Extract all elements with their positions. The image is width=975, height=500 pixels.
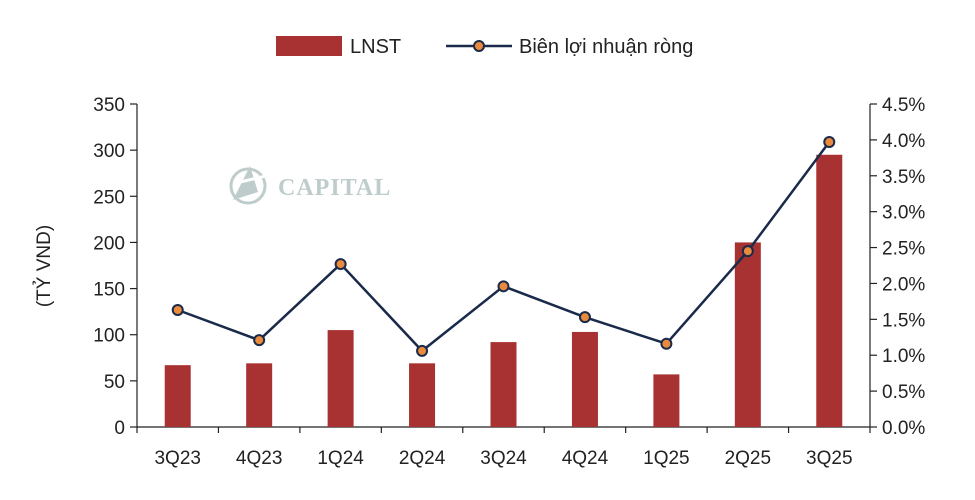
y-tick-label: 200 bbox=[93, 233, 125, 254]
y-tick-label: 100 bbox=[93, 326, 125, 347]
x-tick-label: 3Q25 bbox=[806, 448, 852, 469]
line-series bbox=[171, 136, 836, 357]
y2-tick-label: 0.5% bbox=[882, 382, 925, 403]
legend-swatch-lnst bbox=[276, 36, 342, 56]
net-margin-point bbox=[171, 304, 184, 317]
x-tick-label: 1Q25 bbox=[643, 448, 689, 469]
bar-lnst bbox=[653, 374, 680, 427]
net-margin-point bbox=[334, 258, 347, 271]
bar-lnst bbox=[409, 363, 436, 427]
bar-lnst bbox=[816, 154, 843, 427]
y2-tick-label: 1.5% bbox=[882, 310, 925, 331]
y-tick-label: 150 bbox=[93, 280, 125, 301]
y2-tick-label: 3.5% bbox=[882, 167, 925, 188]
y-tick-label: 300 bbox=[93, 141, 125, 162]
net-margin-point bbox=[497, 280, 510, 293]
x-tick-label: 2Q24 bbox=[399, 448, 446, 469]
net-margin-point bbox=[416, 344, 429, 357]
y2-tick-label: 2.5% bbox=[882, 239, 925, 260]
bar-series bbox=[164, 154, 843, 427]
y-tick-label: 50 bbox=[104, 372, 125, 393]
bar-lnst bbox=[327, 330, 354, 427]
net-margin-line bbox=[177, 141, 831, 353]
y2-axis-labels: 0.0% 0.5% 1.0% 1.5% 2.0% 2.5% 3.0% 3.5% 4.0% 4.5% bbox=[882, 95, 925, 439]
y2-tick-label: 3.0% bbox=[882, 203, 925, 224]
bar-lnst bbox=[571, 331, 598, 427]
y2-tick-label: 0.0% bbox=[882, 418, 925, 439]
y-tick-label: 0 bbox=[114, 418, 125, 439]
capital-logo-icon bbox=[229, 166, 267, 205]
legend-label-lnst: LNST bbox=[350, 36, 401, 58]
net-margin-point bbox=[741, 245, 754, 258]
capital-watermark: CAPITAL bbox=[229, 166, 391, 205]
x-tick-label: 4Q24 bbox=[562, 448, 609, 469]
legend-marker-net-margin bbox=[473, 40, 485, 52]
y-tick-label: 350 bbox=[93, 95, 125, 116]
watermark-text: CAPITAL bbox=[278, 175, 391, 201]
net-margin-point bbox=[253, 334, 266, 347]
bar-lnst bbox=[246, 363, 273, 427]
net-margin-point bbox=[578, 311, 591, 324]
bar-lnst bbox=[490, 342, 517, 427]
y-tick-label: 250 bbox=[93, 187, 125, 208]
legend: LNST Biên lợi nhuận ròng bbox=[276, 36, 693, 58]
y-axis-labels: 0 50 100 150 200 250 300 350 bbox=[93, 95, 125, 439]
y2-tick-label: 1.0% bbox=[882, 346, 925, 367]
legend-label-net-margin: Biên lợi nhuận ròng bbox=[519, 36, 693, 58]
x-tick-label: 2Q25 bbox=[725, 448, 771, 469]
y2-tick-label: 4.5% bbox=[882, 95, 925, 116]
y2-tick-label: 4.0% bbox=[882, 131, 925, 152]
x-axis-labels: 3Q23 4Q23 1Q24 2Q24 3Q24 4Q24 1Q25 2Q25 3Q25 bbox=[154, 448, 852, 469]
x-tick-label: 3Q23 bbox=[154, 448, 200, 469]
x-tick-label: 1Q24 bbox=[317, 448, 364, 469]
y2-tick-label: 2.0% bbox=[882, 274, 925, 295]
net-margin-point bbox=[660, 337, 673, 350]
net-margin-point bbox=[823, 136, 836, 149]
bar-lnst bbox=[734, 242, 761, 427]
x-tick-label: 3Q24 bbox=[480, 448, 527, 469]
bar-lnst bbox=[164, 365, 191, 427]
y-axis-title: (TỶ VND) bbox=[33, 225, 55, 307]
x-tick-label: 4Q23 bbox=[236, 448, 282, 469]
